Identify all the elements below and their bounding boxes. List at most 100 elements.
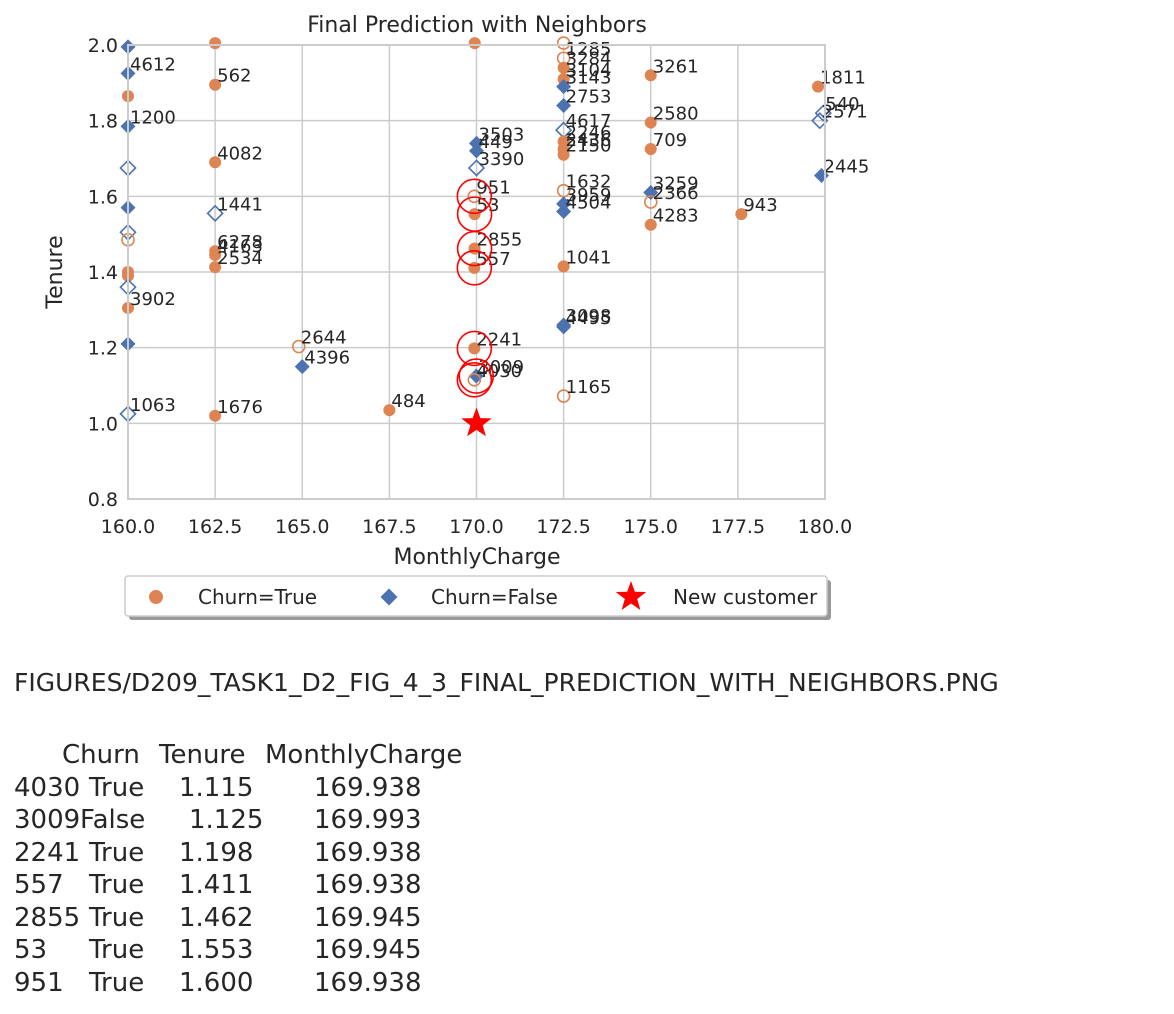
point-label: 1041 [566, 247, 612, 268]
point-label: 1632 [566, 172, 612, 193]
point-label: 2855 [477, 230, 523, 251]
point-label: 2644 [301, 328, 347, 349]
figure-caption: FIGURES/D209_TASK1_D2_FIG_4_3_FINAL_PRED… [14, 668, 999, 697]
point-label: 4396 [304, 348, 350, 369]
churn-true-point [644, 69, 657, 82]
point-label: 1811 [820, 68, 866, 89]
legend-marker-circle [149, 590, 163, 604]
point-label: 2753 [566, 87, 612, 108]
table-cell-churn: True [89, 870, 145, 900]
x-axis-label: MonthlyCharge [393, 545, 560, 570]
point-label: 2366 [653, 183, 699, 204]
plot-frame [127, 44, 826, 500]
churn-true-point [209, 156, 222, 169]
table-cell-churn: True [89, 967, 145, 998]
x-tick-label: 170.0 [449, 516, 503, 538]
point-label: 3959 [566, 185, 612, 206]
point-label: 1676 [217, 397, 263, 418]
neighbor-circle [458, 358, 495, 394]
point-label: 2445 [824, 157, 870, 178]
table-cell-churn: True [89, 837, 145, 868]
point-label: 3259 [653, 174, 699, 195]
x-tick-label: 162.5 [188, 516, 242, 538]
x-tick-label: 160.0 [101, 516, 155, 538]
churn-true-point [383, 404, 396, 417]
x-tick-label: 180.0 [798, 516, 852, 538]
churn-true-point [556, 36, 571, 50]
neighbor-circle [456, 330, 493, 367]
churn-true-point [644, 116, 657, 129]
churn-true-point [557, 73, 570, 86]
x-tick-label: 172.5 [536, 516, 590, 538]
churn-false-point [814, 104, 832, 122]
table-cell-tenure: 1.198 [179, 837, 254, 868]
point-label: 3390 [479, 149, 525, 170]
point-label: 4504 [566, 192, 612, 213]
churn-false-point [467, 159, 486, 177]
table-cell-tenure: 1.553 [179, 935, 254, 965]
y-tick-label: 1.8 [88, 111, 118, 133]
table-cell-index: 4030 [14, 772, 81, 803]
point-label: 2571 [822, 102, 868, 123]
x-tick-label: 177.5 [711, 516, 765, 538]
y-axis-label: Tenure [43, 235, 68, 309]
churn-false-point [556, 98, 572, 114]
churn-false-point [469, 135, 484, 151]
table-cell-monthly: 169.938 [314, 870, 422, 900]
y-tick-label: 0.8 [88, 489, 118, 511]
table-cell-monthly: 169.993 [314, 805, 422, 835]
table-cell-churn: False [80, 805, 146, 835]
churn-true-point [209, 261, 222, 274]
table-cell-monthly: 169.938 [314, 837, 422, 868]
table-cell-churn: True [89, 902, 145, 933]
point-label: 4163 [217, 236, 263, 257]
point-label: 943 [743, 195, 777, 216]
point-label: 709 [653, 130, 687, 151]
point-label: 2241 [476, 329, 522, 350]
point-label: 1063 [130, 395, 176, 416]
table-cell-tenure: 1.115 [179, 772, 254, 803]
table-cell-monthly: 169.945 [314, 935, 422, 965]
y-tick-label: 2.0 [88, 35, 118, 57]
y-tick-label: 1.4 [88, 262, 118, 284]
axis-ticks: 160.0 162.5 165.0 167.5 170.0 172.5 175.0 177.5… [88, 35, 852, 538]
table-cell-tenure: 1.600 [179, 967, 254, 998]
churn-false-point [556, 319, 572, 335]
new-customer-star [461, 407, 492, 437]
churn-true-point [209, 37, 222, 50]
churn-true-point [557, 260, 570, 273]
churn-true-point [557, 61, 570, 74]
churn-false-point [206, 204, 224, 222]
table-cell-index: 53 [14, 935, 48, 965]
legend-label: Churn=False [431, 585, 558, 609]
point-label: 3503 [479, 124, 525, 145]
churn-true-point [468, 37, 481, 50]
table-header-cell: Churn [62, 740, 140, 770]
churn-true-point [209, 409, 222, 422]
table-cell-index: 557 [14, 870, 64, 900]
churn-true-point [557, 148, 570, 161]
point-label: 4495 [566, 308, 612, 329]
point-label: 2150 [566, 136, 612, 157]
point-label: 6278 [217, 232, 263, 253]
neighbor-circles [456, 178, 495, 398]
point-label: 2246 [566, 122, 612, 143]
point-label: 2580 [653, 104, 699, 125]
table-cell-monthly: 169.938 [314, 772, 422, 803]
point-label: 484 [391, 391, 425, 412]
churn-false-point [643, 185, 659, 201]
point-label: 449 [479, 132, 513, 153]
churn-true-point [209, 248, 222, 261]
table-cell-churn: True [89, 772, 145, 803]
point-label: 1165 [566, 377, 612, 398]
table-header-cell: Tenure [159, 740, 246, 770]
table-cell-index: 2241 [14, 837, 81, 868]
point-label: 3902 [130, 289, 176, 310]
point-label: 540 [825, 94, 859, 115]
point-label: 2436 [566, 130, 612, 151]
x-tick-label: 165.0 [275, 516, 329, 538]
point-label: 2534 [217, 248, 263, 269]
table-cell-index: 951 [14, 967, 64, 998]
churn-false-point [294, 359, 310, 375]
